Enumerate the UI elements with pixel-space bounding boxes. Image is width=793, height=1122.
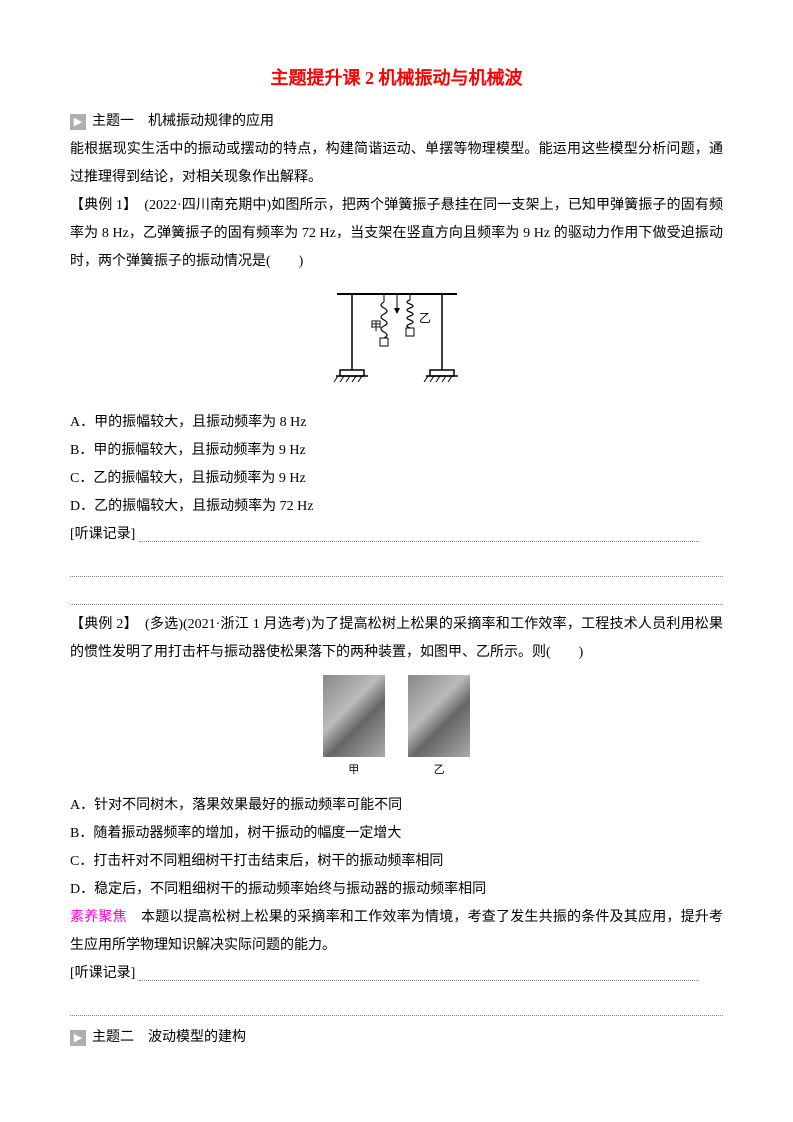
photo-left [323,675,385,757]
option-c: C．乙的振幅较大，且振动频率为 9 Hz [70,465,723,493]
dotted-line [70,559,723,577]
topic-1-header: ▶ 主题一 机械振动规律的应用 [70,108,723,136]
option-b: B．甲的振幅较大，且振动频率为 9 Hz [70,437,723,465]
page-title: 主题提升课 2 机械振动与机械波 [70,60,723,96]
example-2-options: A．针对不同树木，落果效果最好的振动频率可能不同 B．随着振动器频率的增加，树干… [70,792,723,904]
arrow-icon: ▶ [70,1030,86,1046]
option-a: A．针对不同树木，落果效果最好的振动频率可能不同 [70,792,723,820]
notes-label: [听课记录] [70,960,135,988]
option-c: C．打击杆对不同粗细树干打击结束后，树干的振动频率相同 [70,848,723,876]
topic-1-intro: 能根据现实生活中的振动或摆动的特点，构建简谐运动、单摆等物理模型。能运用这些模型… [70,136,723,192]
example-1-block: 【典例 1】 (2022·四川南充期中)如图所示，把两个弹簧振子悬挂在同一支架上… [70,192,723,276]
example-1-figure: 甲 乙 [70,282,723,403]
option-d: D．乙的振幅较大，且振动频率为 72 Hz [70,493,723,521]
example-2-notes: [听课记录] [70,960,723,988]
photo-right-label: 乙 [404,759,474,781]
option-a: A．甲的振幅较大，且振动频率为 8 Hz [70,409,723,437]
notes-label: [听课记录] [70,521,135,549]
focus-text: 本题以提高松树上松果的采摘率和工作效率为情境，考查了发生共振的条件及其应用，提升… [70,910,723,953]
photo-right-wrap: 乙 [404,675,474,781]
photo-left-wrap: 甲 [319,675,389,781]
photo-right [408,675,470,757]
dotted-line [70,998,723,1016]
notes-line [139,528,699,542]
topic-2-label: 主题二 波动模型的建构 [92,1024,246,1052]
title-text: 主题提升课 2 机械振动与机械波 [271,68,523,88]
example-2-label: 【典例 2】 [70,617,131,632]
example-1-options: A．甲的振幅较大，且振动频率为 8 Hz B．甲的振幅较大，且振动频率为 9 H… [70,409,723,521]
spring-diagram: 甲 乙 [322,282,472,392]
option-d: D．稳定后，不同粗细树干的振动频率始终与振动器的振动频率相同 [70,876,723,904]
example-1-label: 【典例 1】 [70,198,130,213]
diagram-label-left: 甲 [370,319,382,333]
example-1-notes: [听课记录] [70,521,723,549]
notes-line [139,967,699,981]
option-b: B．随着振动器频率的增加，树干振动的幅度一定增大 [70,820,723,848]
example-2-figure: 甲 乙 [70,675,723,784]
diagram-label-right: 乙 [419,311,431,325]
focus-block: 素养聚焦 本题以提高松树上松果的采摘率和工作效率为情境，考查了发生共振的条件及其… [70,904,723,960]
photo-left-label: 甲 [319,759,389,781]
focus-label: 素养聚焦 [70,910,127,925]
arrow-icon: ▶ [70,114,86,130]
topic-1-label: 主题一 机械振动规律的应用 [92,108,274,136]
example-2-text: (多选)(2021·浙江 1 月选考)为了提高松树上松果的采摘率和工作效率，工程… [70,617,723,660]
topic-2-header: ▶ 主题二 波动模型的建构 [70,1024,723,1052]
dotted-line [70,587,723,605]
example-1-text: (2022·四川南充期中)如图所示，把两个弹簧振子悬挂在同一支架上，已知甲弹簧振… [70,198,723,269]
example-2-block: 【典例 2】 (多选)(2021·浙江 1 月选考)为了提高松树上松果的采摘率和… [70,611,723,667]
